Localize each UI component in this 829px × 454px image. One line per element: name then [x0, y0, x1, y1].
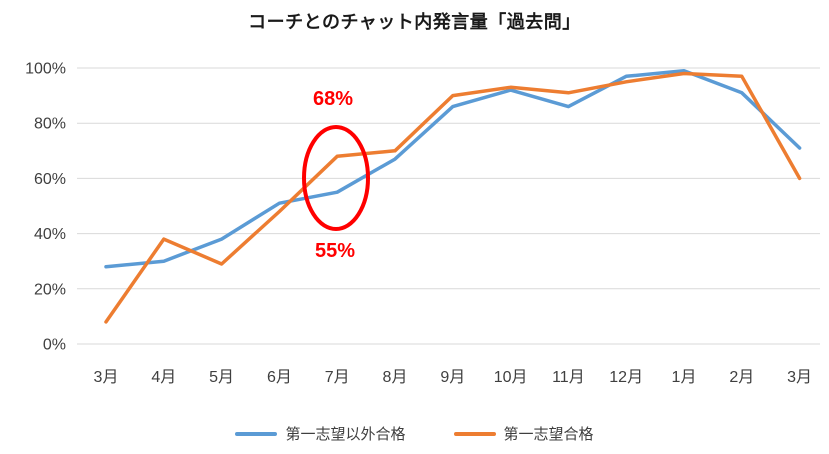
chart-title: コーチとのチャット内発言量「過去問」 — [248, 12, 581, 32]
annotation-68-percent: 68% — [312, 88, 354, 110]
y-axis-label-100%: 100% — [25, 61, 66, 78]
x-axis-label-8: 11月 — [552, 369, 585, 386]
chart-legend: 第一志望以外合格 第一志望合格 — [0, 423, 829, 444]
x-axis-label-10: 1月 — [672, 369, 697, 386]
y-axis-label-40%: 40% — [34, 226, 66, 243]
blue-line-swatch-icon — [235, 431, 278, 436]
y-axis-label-60%: 60% — [34, 171, 66, 188]
series-line-0[interactable] — [104, 69, 802, 269]
series-line-1[interactable] — [104, 71, 802, 324]
orange-line-swatch-icon — [453, 431, 496, 436]
x-axis-label-6: 9月 — [440, 369, 465, 386]
y-axis-label-80%: 80% — [34, 116, 66, 133]
x-axis-label-4: 7月 — [325, 369, 350, 386]
x-axis-label-3: 6月 — [267, 369, 292, 386]
y-axis-label-20%: 20% — [34, 281, 66, 298]
x-axis-label-1: 4月 — [151, 369, 176, 386]
annotation-55-percent: 55% — [314, 240, 356, 262]
x-axis-label-12: 3月 — [787, 369, 812, 386]
x-axis-label-9: 12月 — [609, 369, 643, 386]
legend-label-orange-series: 第一志望合格 — [503, 426, 594, 443]
legend-item-orange-series[interactable]: 第一志望合格 — [453, 423, 594, 444]
x-axis-label-2: 5月 — [209, 369, 234, 386]
x-axis-label-0: 3月 — [94, 369, 119, 386]
legend-item-blue-series[interactable]: 第一志望以外合格 — [235, 423, 406, 444]
x-axis-label-7: 10月 — [494, 369, 528, 386]
legend-label-blue-series: 第一志望以外合格 — [285, 426, 406, 443]
highlight-ellipse — [302, 125, 370, 231]
x-axis-label-5: 8月 — [383, 369, 408, 386]
x-axis-label-11: 2月 — [729, 369, 754, 386]
y-axis-label-0%: 0% — [43, 337, 66, 354]
